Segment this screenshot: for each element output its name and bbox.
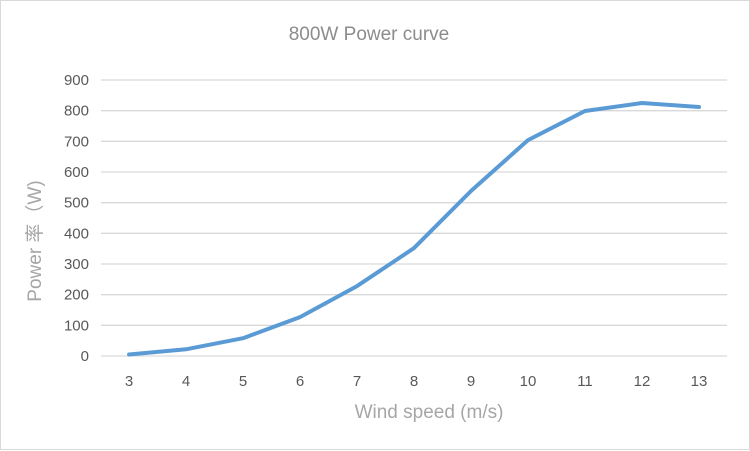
y-tick-label: 0: [81, 348, 89, 365]
y-tick-label: 300: [64, 256, 89, 273]
y-gridlines: [101, 79, 727, 357]
power-series-line: [127, 101, 701, 357]
x-tick-label: 4: [182, 373, 190, 390]
x-tick-label: 12: [634, 373, 651, 390]
y-axis-title: Power 率（W): [24, 180, 46, 301]
y-tick-label: 400: [64, 225, 89, 242]
x-tick-label: 8: [410, 373, 418, 390]
y-tick-label: 100: [64, 317, 89, 334]
chart-title: 800W Power curve: [289, 24, 450, 45]
y-tick-label: 500: [64, 195, 89, 212]
x-tick-label: 10: [520, 373, 537, 390]
x-axis-ticks: 3 4 5 6 7 8 9 10 11 12 13: [125, 373, 708, 390]
x-tick-label: 5: [239, 373, 247, 390]
y-tick-label: 800: [64, 103, 89, 120]
y-axis-ticks: 0 100 200 300 400 500 600 700 800 900: [64, 72, 89, 365]
x-tick-label: 3: [125, 373, 133, 390]
y-tick-label: 700: [64, 133, 89, 150]
x-tick-label: 6: [296, 373, 304, 390]
y-tick-label: 900: [64, 72, 89, 89]
y-tick-label: 200: [64, 287, 89, 304]
x-tick-label: 7: [353, 373, 361, 390]
x-tick-label: 9: [467, 373, 475, 390]
x-axis-title: Wind speed (m/s): [355, 402, 504, 423]
y-tick-label: 600: [64, 164, 89, 181]
x-tick-label: 11: [577, 373, 593, 390]
x-tick-label: 13: [691, 373, 708, 390]
